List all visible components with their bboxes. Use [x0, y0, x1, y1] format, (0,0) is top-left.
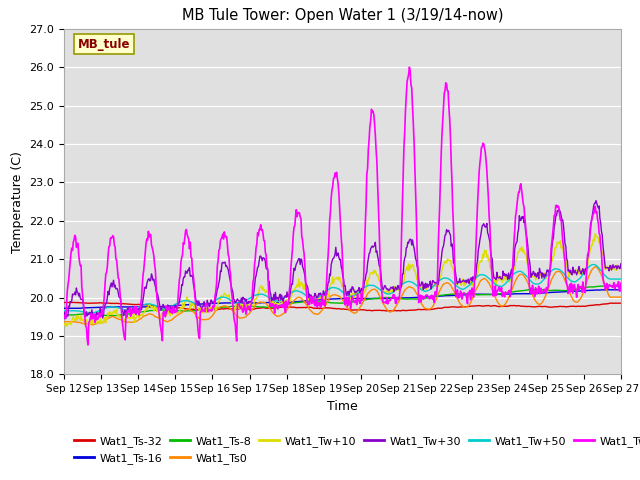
- Text: MB_tule: MB_tule: [78, 38, 131, 51]
- Legend: Wat1_Ts-32, Wat1_Ts-16, Wat1_Ts-8, Wat1_Ts0, Wat1_Tw+10, Wat1_Tw+30, Wat1_Tw+50,: Wat1_Ts-32, Wat1_Ts-16, Wat1_Ts-8, Wat1_…: [70, 432, 640, 468]
- X-axis label: Time: Time: [327, 400, 358, 413]
- Title: MB Tule Tower: Open Water 1 (3/19/14-now): MB Tule Tower: Open Water 1 (3/19/14-now…: [182, 9, 503, 24]
- Y-axis label: Temperature (C): Temperature (C): [11, 151, 24, 252]
